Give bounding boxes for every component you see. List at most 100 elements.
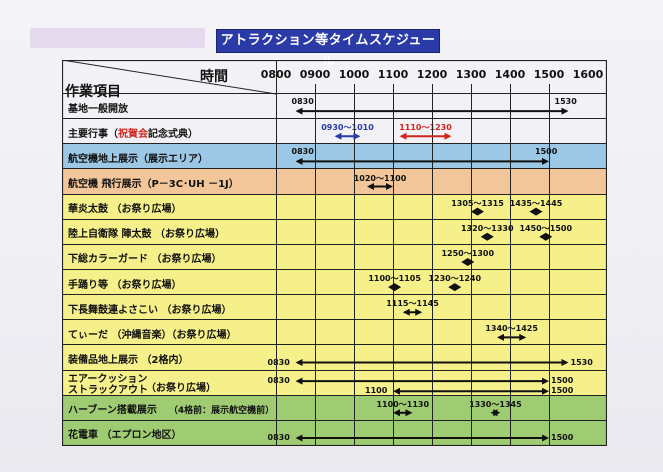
- row-divider: [62, 118, 607, 120]
- time-tick-label: 1000: [338, 68, 370, 81]
- row-label: 花電車 （エプロン地区）: [68, 430, 182, 442]
- time-marker-label: 1320～1330: [460, 223, 514, 233]
- row-band: [62, 219, 607, 245]
- diamond-marker: [480, 232, 494, 241]
- time-grid-line: [510, 84, 511, 446]
- schedule-bar: [539, 232, 553, 241]
- schedule-bar: [334, 132, 361, 140]
- time-marker-label: 1330～1345: [469, 399, 522, 409]
- arrow-head: [402, 308, 410, 316]
- arrow-head: [367, 183, 374, 191]
- row-label-line: エアークッション: [68, 373, 148, 385]
- row-band: [62, 244, 607, 270]
- page-title: アトラクション等タイムスケジュール: [216, 29, 440, 70]
- schedule-bar: [490, 409, 501, 417]
- schedule-bars: [62, 60, 607, 446]
- arrow-head: [542, 157, 549, 165]
- row-label: 手踊り等 （お祭り広場）: [68, 279, 182, 291]
- row-label: てぃーだ （沖縄音楽）（お祭り広場）: [68, 329, 237, 341]
- row-label-note: （4格前：展示航空機前）: [168, 406, 275, 417]
- schedule-bar: [393, 387, 549, 395]
- time-marker-label: 1250～1300: [441, 248, 495, 258]
- row-label: 華炎太鼓 （お祭り広場）: [68, 204, 182, 216]
- row-label: 主要行事（祝賀会記念式典）: [68, 125, 198, 140]
- header-divider: [62, 93, 607, 94]
- schedule-bar: [295, 107, 569, 115]
- row-label: 装備品地上展示 （2格内）: [68, 355, 189, 366]
- row-label: 陸上自衛隊 陣太鼓 （お祭り広場）: [68, 229, 225, 241]
- row-label: 基地一般開放: [68, 103, 128, 115]
- row-divider: [62, 168, 607, 170]
- time-marker-label: 0930～1010: [321, 123, 374, 133]
- time-tick-label: 1100: [377, 68, 409, 81]
- time-tick-label: 1300: [455, 68, 487, 81]
- arrow-head: [295, 377, 303, 385]
- schedule-bar: [402, 308, 423, 316]
- row-band: [62, 320, 607, 346]
- time-grid-line: [393, 84, 394, 446]
- diamond-marker: [529, 207, 543, 216]
- time-tick-label: 1400: [494, 68, 526, 81]
- row-band: [62, 270, 607, 296]
- schedule-bar: [461, 257, 475, 266]
- time-marker-label: 1500: [551, 386, 574, 396]
- time-marker-label: 1230～1240: [428, 274, 482, 284]
- time-marker-label: 0830: [291, 147, 314, 157]
- time-grid-line: [354, 84, 355, 446]
- time-tick-label: 0900: [299, 68, 331, 81]
- time-marker-label: 1115～1145: [386, 299, 439, 309]
- arrow-head: [497, 333, 504, 341]
- row-label: エアークッション ストラックアウト: [68, 374, 148, 396]
- arrow-head: [415, 308, 423, 316]
- time-grid-line: [315, 84, 316, 446]
- row-band: [62, 295, 607, 321]
- time-marker-label: 1340～1425: [485, 324, 538, 334]
- row-label-part: 記念式典）: [148, 128, 198, 140]
- table-frame: [62, 60, 607, 446]
- time-marker-label: 0830: [291, 97, 314, 107]
- diamond-marker: [539, 232, 553, 241]
- row-band: [62, 395, 607, 421]
- schedule-bar: [295, 157, 549, 165]
- arrow-head: [493, 409, 501, 417]
- schedule-bar: [471, 207, 484, 216]
- time-marker-label: 1305～1315: [451, 198, 504, 208]
- header-diagonal: [62, 60, 277, 95]
- arrow-head: [295, 107, 303, 115]
- time-tick-label: 1600: [572, 68, 604, 81]
- row-divider: [62, 218, 607, 220]
- bleed-through-band: [30, 28, 205, 48]
- row-label: 航空機 飛行展示（P－3C･UH －1J）: [68, 179, 239, 190]
- schedule-bar: [448, 283, 462, 292]
- schedule-bar: [399, 132, 452, 140]
- time-grid-line: [471, 84, 472, 446]
- row-label: 航空機地上展示（展示エリア）: [68, 153, 208, 165]
- time-marker-label: 1435～1445: [509, 198, 563, 208]
- diamond-marker: [471, 207, 484, 216]
- time-grid-line: [276, 60, 277, 446]
- schedule-bar: [295, 377, 549, 385]
- arrow-head: [393, 409, 400, 417]
- arrow-head: [542, 387, 549, 395]
- time-grid-line: [432, 84, 433, 446]
- time-marker-label: 1020～1100: [353, 173, 407, 183]
- arrow-head: [561, 359, 569, 367]
- time-tick-label: 1500: [533, 68, 565, 81]
- row-label: ハーブーン搭載展示 （4格前：展示航空機前）: [68, 405, 275, 417]
- row-band: [62, 144, 607, 170]
- row-divider: [62, 294, 607, 296]
- row-divider: [62, 319, 607, 321]
- row-label-note: （お祭り広場）: [146, 382, 216, 394]
- row-divider: [62, 193, 607, 195]
- time-header: 時間: [200, 69, 228, 85]
- arrow-head: [386, 183, 393, 191]
- row-label: 下長舞鼓連よさこい （お祭り広場）: [68, 304, 232, 316]
- schedule-bar: [497, 333, 527, 341]
- arrow-head: [353, 132, 361, 140]
- time-marker-label: 0830: [267, 357, 290, 367]
- diamond-marker: [388, 283, 402, 292]
- row-label-line: ストラックアウト: [68, 384, 148, 396]
- time-grid-line: [549, 84, 550, 446]
- arrow-head: [295, 434, 303, 442]
